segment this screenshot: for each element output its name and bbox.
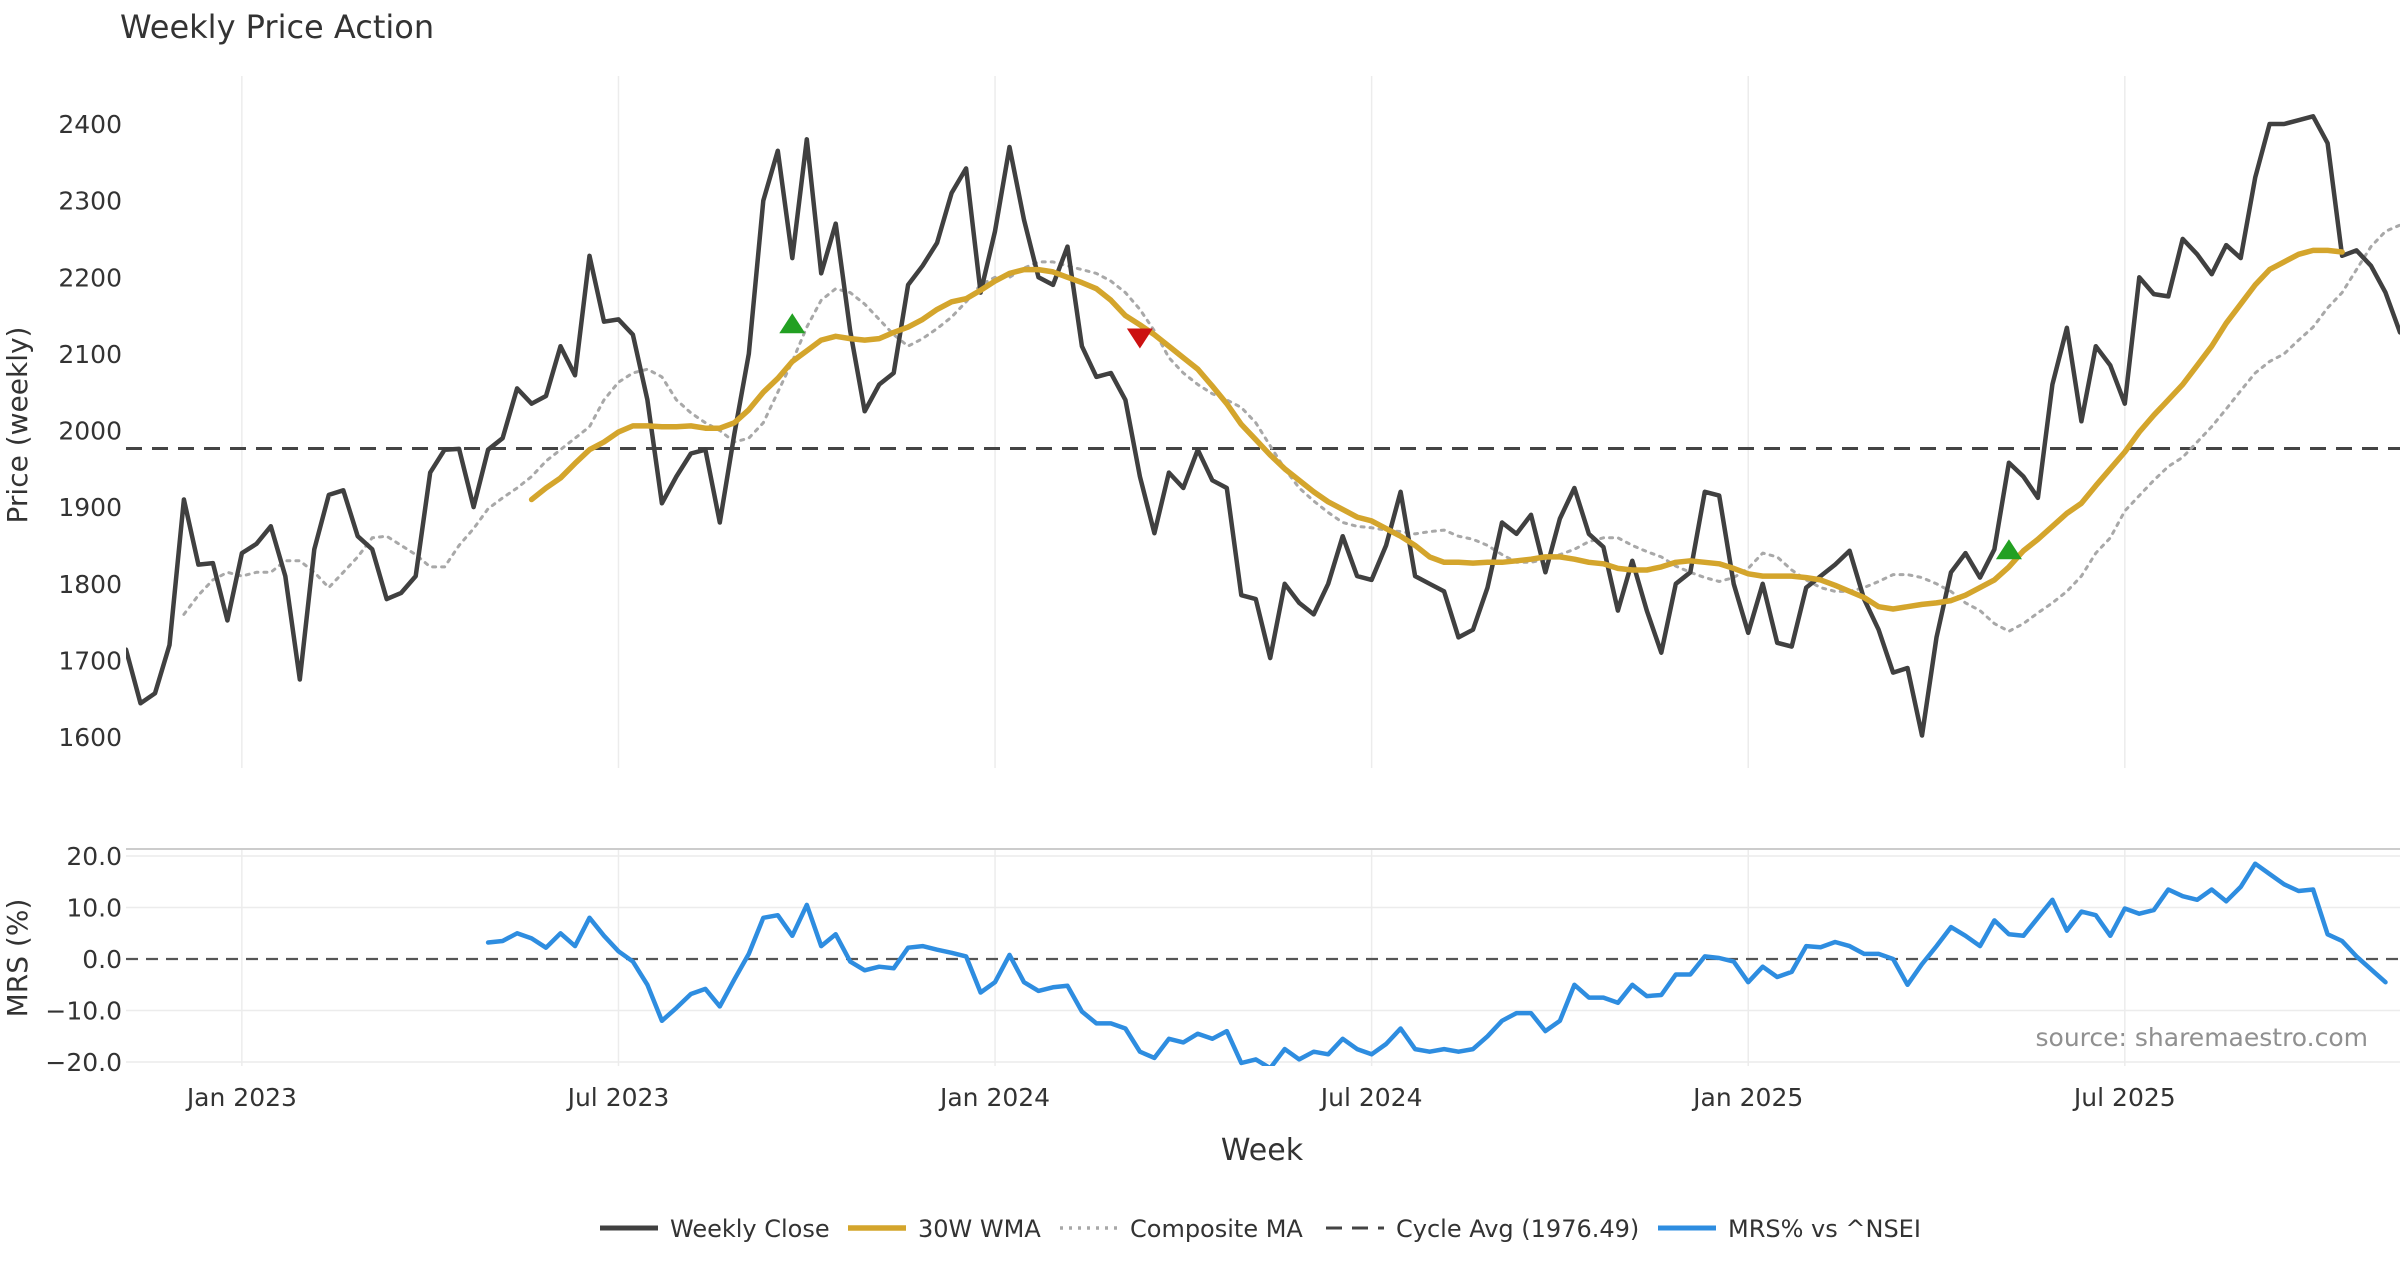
price-y-tick-label: 1600: [58, 723, 122, 752]
price-y-axis-label: Price (weekly): [1, 327, 34, 524]
price-y-tick-label: 2000: [58, 417, 122, 446]
price-y-tick-label: 2200: [58, 263, 122, 292]
mrs-series: [126, 861, 2400, 1066]
x-ticks: Jan 2023 Jul 2023 Jan 2024 Jul 2024 Jan 2025…: [185, 1083, 2176, 1112]
x-tick-label: Jan 2025: [1691, 1083, 1803, 1112]
x-tick-label: Jul 2023: [566, 1083, 670, 1112]
legend-label: Cycle Avg (1976.49): [1396, 1215, 1639, 1243]
mrs-y-tick-label: 10.0: [66, 894, 122, 923]
price-y-tick-label: 1900: [58, 493, 122, 522]
sell-signal-marker: [1126, 328, 1153, 349]
legend-label: Weekly Close: [670, 1215, 830, 1243]
weekly-close-line: [126, 114, 2400, 738]
price-y-tick-label: 2400: [58, 110, 122, 139]
mrs-y-ticks: −20.0 −10.0 0.0 10.0 20.0: [45, 842, 122, 1077]
mrs-y-axis-label: MRS (%): [1, 899, 34, 1018]
price-y-tick-label: 2100: [58, 340, 122, 369]
buy-signal-marker: [779, 313, 806, 334]
legend-label: 30W WMA: [918, 1215, 1041, 1243]
price-y-ticks: 1600 1700 1800 1900 2000 2100 2200 2300 2400: [58, 110, 122, 752]
x-tick-label: Jan 2023: [185, 1083, 297, 1112]
price-y-tick-label: 1800: [58, 570, 122, 599]
legend-label: Composite MA: [1130, 1215, 1303, 1243]
price-y-tick-label: 2300: [58, 187, 122, 216]
x-tick-label: Jul 2024: [1319, 1083, 1423, 1112]
mrs-y-tick-label: −20.0: [45, 1048, 122, 1077]
legend: Weekly Close 30W WMA Composite MA Cycle Avg…: [600, 1215, 1921, 1243]
price-markers: [779, 313, 2022, 560]
source-note: source: sharemaestro.com: [2036, 1023, 2369, 1052]
legend-label: MRS% vs ^NSEI: [1728, 1215, 1921, 1243]
buy-signal-marker: [1995, 539, 2022, 560]
mrs-line: [485, 861, 2388, 1066]
chart-title: Weekly Price Action: [120, 8, 434, 46]
mrs-y-tick-label: −10.0: [45, 997, 122, 1026]
price-grid: [241, 76, 2126, 768]
x-tick-label: Jul 2025: [2072, 1083, 2176, 1112]
x-tick-label: Jan 2024: [938, 1083, 1050, 1112]
x-axis-label: Week: [1221, 1133, 1304, 1168]
mrs-y-tick-label: 0.0: [82, 945, 122, 974]
price-y-tick-label: 1700: [58, 646, 122, 675]
mrs-y-tick-label: 20.0: [66, 842, 122, 871]
composite-ma-line: [182, 223, 2400, 633]
30w-wma-line: [528, 247, 2345, 612]
price-series: [126, 114, 2400, 738]
